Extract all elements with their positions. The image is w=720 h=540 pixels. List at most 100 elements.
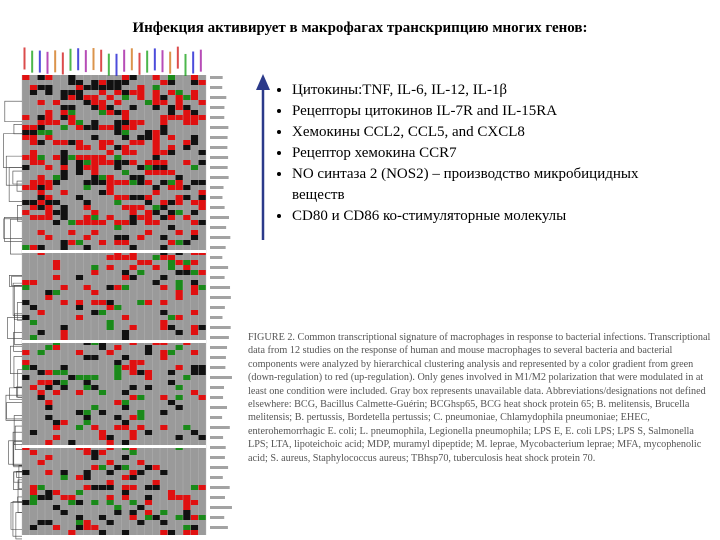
dendrogram-branch (16, 386, 22, 398)
heatmap-cell (106, 190, 114, 195)
heatmap-cell (106, 460, 114, 465)
heatmap-cell (29, 160, 38, 165)
heatmap-cell (160, 470, 168, 475)
heatmap-cell (45, 90, 53, 95)
heatmap-cell (75, 490, 84, 495)
heatmap-cell (129, 510, 137, 515)
heatmap-cell (52, 390, 61, 395)
heatmap-cell (68, 120, 76, 125)
dendrogram-branch (3, 218, 22, 239)
heatmap-cell (60, 205, 68, 210)
heatmap-cell (45, 165, 53, 170)
heatmap-cell (60, 245, 68, 250)
heatmap-cell (75, 165, 84, 170)
heatmap-cell (190, 500, 199, 505)
heatmap-cell (52, 155, 61, 160)
heatmap-cell (137, 120, 145, 125)
heatmap-cell (121, 235, 130, 240)
heatmap-cell (106, 180, 114, 185)
heatmap-cell (75, 410, 84, 415)
heatmap-cell (83, 200, 91, 205)
heatmap-cell (129, 245, 137, 250)
heatmap-cell (144, 300, 153, 305)
heatmap-cell (167, 315, 176, 320)
heatmap-cell (75, 300, 84, 305)
heatmap-cell (83, 415, 91, 420)
heatmap-cell (198, 115, 206, 120)
heatmap-cell (75, 425, 84, 430)
heatmap-cell (129, 385, 137, 390)
heatmap-cell (114, 130, 122, 135)
heatmap-cell (68, 95, 76, 100)
heatmap-cell (160, 125, 168, 130)
heatmap-cell (198, 195, 206, 200)
heatmap-cell (114, 200, 122, 205)
row-label (210, 306, 225, 309)
heatmap-cell (75, 195, 84, 200)
heatmap-cell (98, 100, 107, 105)
heatmap-cell (137, 85, 145, 90)
heatmap-cell (52, 180, 61, 185)
heatmap-cell (144, 345, 153, 350)
heatmap-cell (198, 205, 206, 210)
heatmap-cell (129, 120, 137, 125)
heatmap-cell (190, 325, 199, 330)
heatmap-cell (144, 260, 153, 265)
heatmap-cell (175, 115, 183, 120)
row-label (210, 476, 223, 479)
heatmap-cell (91, 210, 99, 215)
heatmap-cell (52, 120, 61, 125)
heatmap-cell (121, 330, 130, 335)
heatmap-cell (198, 325, 206, 330)
heatmap-cell (183, 105, 191, 110)
heatmap-cell (45, 235, 53, 240)
heatmap-cell (52, 220, 61, 225)
heatmap-cell (60, 155, 68, 160)
heatmap-cell (68, 440, 76, 445)
heatmap-cell (29, 180, 38, 185)
heatmap-cell (167, 80, 176, 85)
heatmap-cell (83, 95, 91, 100)
heatmap-cell (106, 160, 114, 165)
cluster-separator (22, 445, 206, 448)
heatmap-cell (91, 100, 99, 105)
heatmap-cell (137, 135, 145, 140)
heatmap-cell (52, 140, 61, 145)
heatmap-cell (121, 285, 130, 290)
heatmap-cell (160, 215, 168, 220)
heatmap-cell (45, 85, 53, 90)
heatmap-cell (45, 120, 53, 125)
heatmap-cell (98, 160, 107, 165)
dendrogram-branch (13, 415, 22, 446)
heatmap-cell (175, 435, 183, 440)
heatmap-cell (183, 500, 191, 505)
heatmap-cell (75, 220, 84, 225)
heatmap-cell (114, 365, 122, 370)
row-label (210, 136, 228, 139)
heatmap-cell (152, 100, 160, 105)
heatmap-cell (22, 315, 30, 320)
row-label (210, 516, 225, 519)
heatmap-cell (45, 180, 53, 185)
heatmap-cell (160, 255, 168, 260)
heatmap-cell (22, 165, 30, 170)
heatmap-cell (91, 355, 99, 360)
heatmap-cell (129, 160, 137, 165)
heatmap-cell (29, 200, 38, 205)
heatmap-cell (129, 150, 137, 155)
heatmap-cell (75, 125, 84, 130)
heatmap-cell (75, 525, 84, 530)
heatmap-cell (106, 185, 114, 190)
heatmap-cell (29, 150, 38, 155)
heatmap-cell (91, 215, 99, 220)
heatmap-cell (45, 415, 53, 420)
heatmap-cell (37, 350, 45, 355)
heatmap-cell (175, 495, 183, 500)
row-label (210, 436, 224, 439)
heatmap-cell (106, 470, 114, 475)
column-label (153, 48, 156, 71)
heatmap-cell (167, 255, 176, 260)
heatmap-cell (121, 110, 130, 115)
heatmap-cell (129, 205, 137, 210)
heatmap-cell (160, 310, 168, 315)
